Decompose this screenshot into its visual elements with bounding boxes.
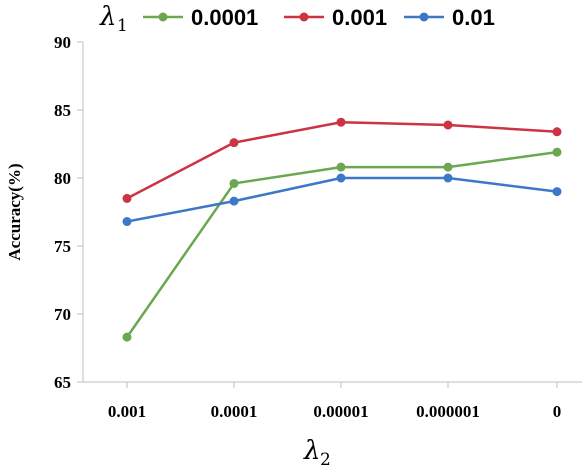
x-axis-label-subscript: 2	[320, 450, 331, 467]
data-point	[229, 196, 239, 206]
data-point	[552, 147, 562, 157]
axes: 65 70 75 80 85 90 0.001 0.0001 0.00001 0.000001 0	[54, 33, 582, 421]
data-point	[122, 217, 132, 227]
data-point	[552, 127, 562, 137]
y-tick-label: 90	[54, 33, 71, 52]
x-tick-label: 0.0001	[211, 402, 258, 421]
data-point	[229, 178, 239, 188]
legend-item: 0.01	[404, 5, 495, 30]
legend-label: 0.001	[332, 5, 387, 30]
legend-title: λ	[99, 2, 116, 32]
data-point	[552, 187, 562, 197]
data-point	[122, 332, 132, 342]
y-ticks: 65 70 75 80 85 90	[54, 33, 83, 392]
legend-label: 0.01	[452, 5, 495, 30]
legend-marker	[419, 12, 429, 22]
legend-label: 0.0001	[191, 5, 258, 30]
data-point	[443, 120, 453, 130]
series-0.0001	[122, 147, 562, 342]
data-point	[443, 162, 453, 172]
legend-marker	[299, 12, 309, 22]
series-line	[126, 176, 558, 223]
x-tick-label: 0.00001	[313, 402, 368, 421]
x-axis-label: λ 2	[303, 436, 331, 467]
x-tick-label: 0.000001	[416, 402, 480, 421]
data-point	[229, 138, 239, 148]
data-point	[336, 173, 346, 183]
legend-item: 0.0001	[143, 5, 258, 30]
series-0.001	[122, 117, 562, 203]
x-tick-label: 0	[553, 402, 562, 421]
y-tick-label: 70	[54, 305, 71, 324]
series-0.01	[122, 173, 562, 227]
y-tick-label: 80	[54, 169, 71, 188]
data-point	[336, 117, 346, 127]
y-tick-label: 85	[54, 101, 71, 120]
legend-marker	[158, 12, 168, 22]
data-point	[122, 193, 132, 203]
legend-title-subscript: 1	[117, 16, 128, 36]
data-point	[443, 173, 453, 183]
x-tick-label: 0.001	[108, 402, 146, 421]
data-point	[336, 162, 346, 172]
y-axis-label: Accuracy(%)	[5, 163, 24, 260]
plot-area	[122, 117, 562, 342]
y-tick-label: 75	[54, 237, 71, 256]
y-tick-label: 65	[54, 373, 71, 392]
legend-item: 0.001	[284, 5, 387, 30]
x-axis-label-symbol: λ	[303, 436, 320, 466]
x-ticks: 0.001 0.0001 0.00001 0.000001 0	[108, 382, 561, 421]
legend-items: 0.0001 0.001 0.01	[143, 5, 495, 30]
legend: λ 1 0.0001 0.001 0.01	[99, 2, 495, 36]
